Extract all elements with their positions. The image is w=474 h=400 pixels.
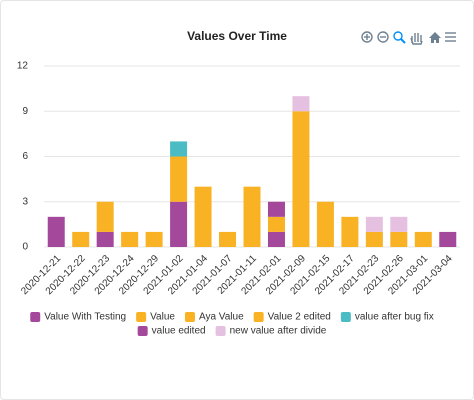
legend-marker [215,326,226,336]
legend-label: value after bug fix [355,312,434,323]
bar-segment [292,96,310,112]
bar-segment [390,231,408,247]
legend-label: new value after divide [230,326,327,337]
bar-segment [267,201,285,217]
legend-item: Value [136,312,175,323]
bar-segment [365,216,383,232]
zoom-button[interactable] [393,31,406,44]
bar-segment [194,186,212,247]
chart-title: Values Over Time [187,29,287,43]
legend-marker [30,312,41,322]
y-tick-label: 6 [22,151,28,162]
bar-segment [439,231,457,247]
legend-marker [340,312,351,322]
bar-segment [96,201,114,232]
bar-segment [341,216,359,247]
bar-segment [72,231,90,247]
bar-segment [267,216,285,232]
zoom-in-button[interactable] [361,31,373,43]
bar-segment [267,231,285,247]
legend-item: value after bug fix [340,312,434,323]
y-tick-label: 12 [17,61,29,72]
y-tick-label: 3 [22,196,28,207]
legend-label: Value 2 edited [268,312,331,323]
legend-marker [136,312,147,322]
legend-item: new value after divide [215,326,327,337]
bar-segment [47,216,65,247]
bar-segment [316,201,334,247]
bar-segment [292,111,310,247]
bar-segment [170,141,188,157]
menu-button[interactable] [445,32,456,42]
zoom-out-button[interactable] [377,31,389,43]
legend-item: Value 2 edited [253,312,331,323]
bar-segment [96,231,114,247]
legend-item: Aya Value [184,312,244,323]
bar-segment [365,231,383,247]
reset-button[interactable] [429,32,441,43]
legend-label: Aya Value [199,312,244,323]
bar-segment [414,231,432,247]
legend-label: Value [150,312,175,323]
legend-marker [137,326,148,336]
legend-label: value edited [152,326,206,337]
bar-segment [170,201,188,247]
bar-segment [390,216,408,232]
bar-segment [121,231,139,247]
toolbar [361,31,456,45]
y-tick-label: 9 [22,106,28,117]
legend-marker [253,312,264,322]
y-tick-label: 0 [22,242,28,253]
bar-segment [219,231,237,247]
legend-label: Value With Testing [44,312,126,323]
bar-segment [145,231,163,247]
pan-button[interactable] [410,33,423,45]
legend-item: value edited [137,326,206,337]
legend-marker [184,312,195,322]
bar-segment [243,186,261,247]
legend-item: Value With Testing [30,312,126,323]
bar-segment [170,156,188,202]
